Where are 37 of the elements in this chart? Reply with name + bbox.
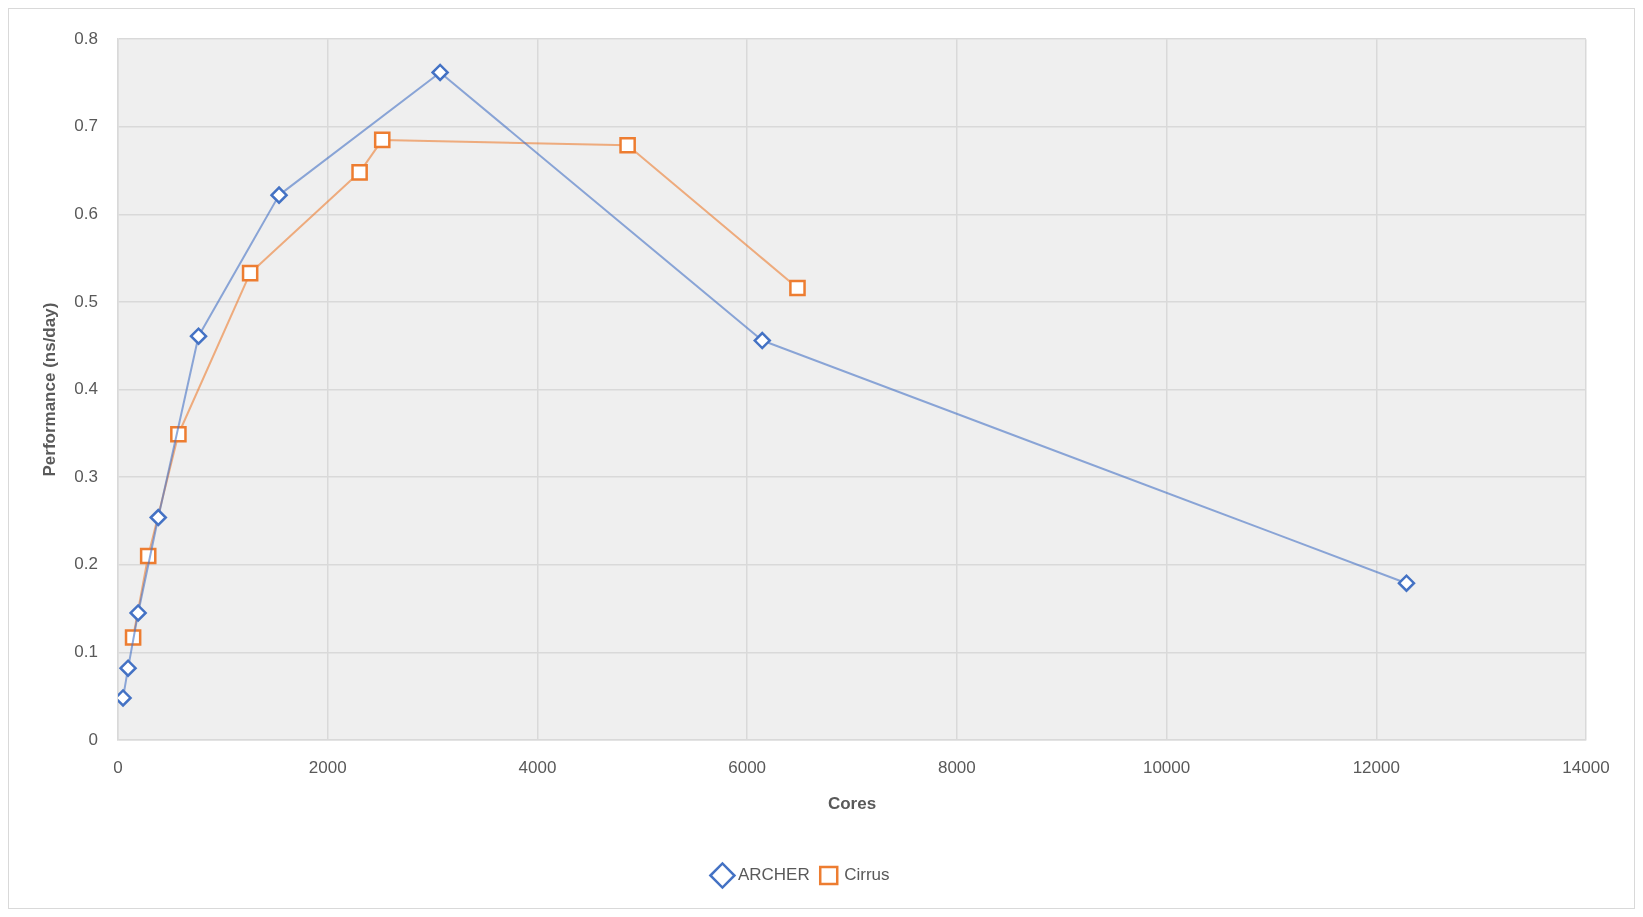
point bbox=[619, 136, 636, 154]
x-tick-label: 10000 bbox=[1142, 757, 1191, 777]
point bbox=[373, 131, 391, 149]
x-tick-label: 0 bbox=[113, 757, 123, 777]
y-axis-title: Performance (ns/day) bbox=[39, 302, 59, 477]
x-tick-label: 4000 bbox=[518, 757, 557, 777]
point bbox=[431, 63, 449, 82]
point bbox=[1397, 574, 1416, 592]
y-tick-label: 0.3 bbox=[74, 466, 98, 486]
y-tick-label: 0.4 bbox=[74, 379, 98, 399]
point bbox=[149, 508, 168, 527]
point bbox=[351, 164, 368, 181]
point bbox=[753, 331, 771, 350]
x-tick-label: 14000 bbox=[1562, 757, 1610, 777]
point bbox=[270, 186, 288, 204]
x-tick-label: 2000 bbox=[308, 757, 347, 777]
x-axis-title: Cores bbox=[827, 794, 877, 814]
y-tick-label: 0.6 bbox=[74, 204, 98, 224]
x-tick-label: 6000 bbox=[728, 757, 767, 777]
x-tick-label: 12000 bbox=[1352, 757, 1400, 777]
point bbox=[189, 327, 208, 345]
y-tick-label: 0.2 bbox=[74, 554, 98, 574]
legend-label: Cirrus bbox=[844, 865, 890, 885]
legend-label: ARCHER bbox=[737, 865, 810, 885]
point bbox=[124, 629, 142, 646]
x-tick-label: 8000 bbox=[937, 757, 976, 777]
y-tick-label: 0.5 bbox=[74, 291, 98, 311]
point bbox=[789, 279, 806, 297]
point bbox=[129, 604, 147, 622]
point bbox=[119, 659, 137, 677]
y-tick-label: 0.8 bbox=[74, 28, 98, 48]
point bbox=[241, 264, 259, 282]
y-tick-label: 0.1 bbox=[74, 642, 98, 662]
y-tick-label: 0 bbox=[88, 729, 98, 749]
y-tick-label: 0.7 bbox=[74, 116, 98, 136]
point bbox=[170, 425, 187, 443]
point bbox=[139, 547, 157, 565]
